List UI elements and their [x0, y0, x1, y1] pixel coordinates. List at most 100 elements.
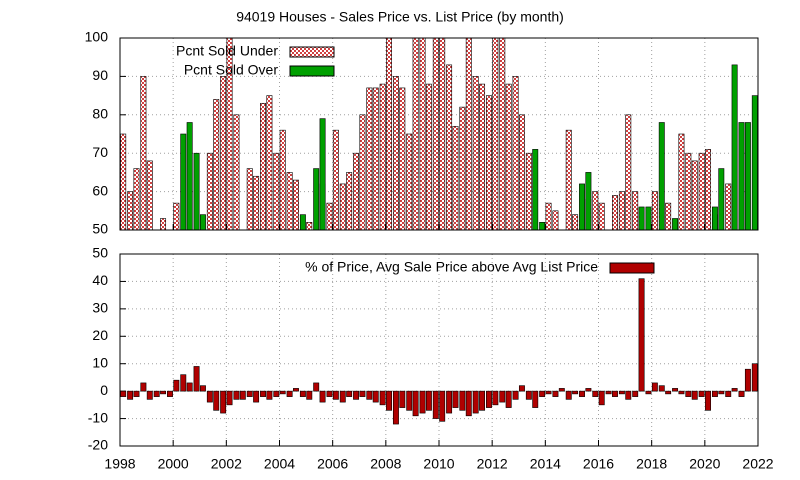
y-tick-label: 80	[92, 106, 108, 122]
bar	[632, 390, 639, 397]
bar	[705, 390, 711, 411]
bar	[353, 390, 360, 400]
x-tick-label: 2014	[530, 456, 561, 472]
bar	[592, 390, 599, 397]
bar	[711, 206, 718, 231]
bar	[120, 133, 127, 231]
bar	[579, 183, 585, 231]
bar	[266, 95, 273, 231]
bar	[140, 76, 147, 231]
bar	[731, 64, 738, 231]
bar	[180, 374, 187, 392]
bar	[206, 152, 213, 231]
bar	[299, 390, 306, 397]
bar	[425, 83, 432, 231]
y-tick-label: 100	[85, 29, 109, 45]
bar	[260, 102, 266, 231]
bar	[585, 388, 592, 392]
x-tick-label: 2010	[423, 456, 454, 472]
bar	[472, 390, 479, 414]
bar	[744, 122, 751, 231]
bar	[306, 222, 313, 231]
legend-swatch	[289, 46, 335, 58]
bar	[725, 390, 732, 397]
bar	[572, 214, 579, 231]
bar	[472, 76, 479, 231]
bar	[346, 390, 353, 397]
bar	[386, 390, 392, 411]
chart-title: 94019 Houses - Sales Price vs. List Pric…	[236, 9, 564, 25]
bar	[372, 87, 379, 231]
bar	[213, 390, 220, 411]
bar	[691, 390, 698, 400]
bar	[339, 183, 346, 231]
bar	[412, 390, 419, 417]
legend-label: Pcnt Sold Over	[184, 62, 278, 78]
bar	[419, 37, 426, 231]
bar	[260, 390, 266, 397]
y-tick-label: 60	[92, 182, 108, 198]
x-tick-label: 2016	[583, 456, 614, 472]
bar	[406, 390, 413, 411]
bar	[299, 214, 306, 231]
legend-label: Pcnt Sold Under	[176, 43, 278, 59]
bar	[313, 168, 320, 231]
bar	[173, 202, 180, 231]
y-tick-label: 90	[92, 67, 108, 83]
y-tick-label: 20	[92, 327, 108, 343]
bar	[579, 390, 585, 397]
bar	[698, 390, 705, 397]
bar	[598, 202, 605, 231]
bar	[658, 122, 665, 231]
bar	[512, 390, 519, 400]
bar	[206, 390, 213, 403]
bar	[153, 390, 160, 397]
legend-swatch	[609, 262, 655, 274]
bar	[220, 76, 227, 231]
bar	[532, 390, 539, 408]
bar	[199, 214, 206, 231]
bar	[651, 191, 658, 231]
bar	[253, 390, 260, 403]
bar	[479, 83, 486, 231]
bar	[319, 118, 326, 231]
bar	[279, 129, 286, 231]
bar	[326, 202, 333, 231]
bar	[718, 168, 725, 231]
bar	[246, 168, 253, 231]
bar	[678, 390, 685, 395]
bar	[439, 37, 446, 231]
bar	[140, 382, 147, 392]
bar	[518, 385, 525, 392]
bar	[399, 390, 406, 408]
bar	[459, 390, 466, 411]
bar	[552, 210, 559, 231]
bar	[133, 390, 140, 397]
bar	[186, 382, 193, 392]
bar	[167, 390, 173, 397]
bar	[399, 87, 406, 231]
bar	[479, 390, 486, 411]
bar	[525, 152, 532, 231]
bar	[127, 191, 134, 231]
plot-frame	[119, 37, 759, 231]
bar	[193, 152, 200, 231]
bar	[286, 390, 293, 397]
bar	[751, 363, 758, 392]
bar	[253, 175, 260, 231]
y-tick-label: 40	[92, 272, 108, 288]
bar	[718, 390, 725, 395]
bar	[273, 152, 280, 231]
bar	[486, 95, 492, 231]
bar	[425, 390, 432, 411]
bar	[691, 160, 698, 231]
x-tick-label: 2000	[158, 456, 189, 472]
bar	[539, 390, 546, 397]
bar	[545, 390, 552, 395]
bar	[127, 390, 134, 400]
bar	[585, 172, 592, 231]
bar	[452, 126, 459, 231]
bar	[133, 168, 140, 231]
bar	[146, 160, 153, 231]
